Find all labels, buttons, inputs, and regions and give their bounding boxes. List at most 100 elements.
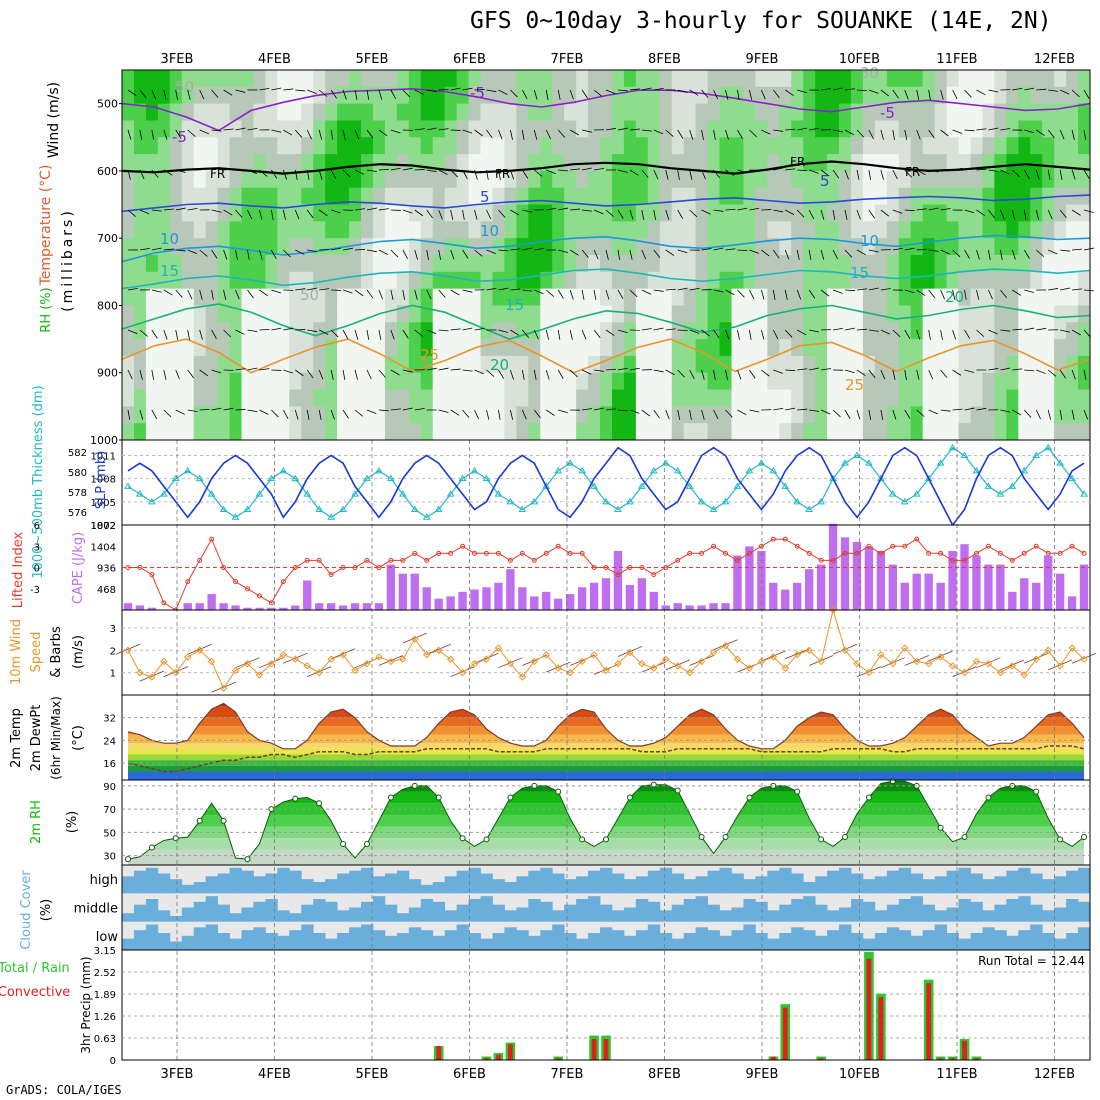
- cloud-bar-middle: [265, 899, 278, 922]
- rh-cell: [707, 305, 721, 323]
- rh-cell: [456, 221, 470, 239]
- y-tick-precip: 0: [110, 1056, 116, 1067]
- wind-barb: [223, 168, 234, 171]
- rh-cell: [396, 204, 410, 222]
- wind-barb: [450, 87, 461, 91]
- rh-cell: [922, 221, 936, 239]
- rh-cell: [444, 120, 458, 138]
- rh-cell: [731, 170, 744, 189]
- rh-cell: [659, 288, 673, 306]
- temp-contour-15: [121, 268, 1091, 290]
- wind-barb: [223, 209, 233, 216]
- rh-cell: [289, 238, 302, 256]
- rh-cell: [122, 170, 135, 189]
- wind-barb-10m: [904, 655, 929, 666]
- rh-cell: [934, 221, 948, 239]
- rh-cell: [384, 423, 398, 441]
- rh-cell: [671, 137, 685, 155]
- rh-cell: [791, 322, 804, 340]
- rh-cell: [229, 372, 243, 391]
- rh-cell: [695, 389, 709, 407]
- cloud-bar-high: [588, 870, 601, 894]
- rh-cell: [791, 204, 804, 222]
- contour-label: 50: [300, 286, 319, 304]
- wind-barb: [294, 209, 300, 220]
- rh-cell: [157, 288, 171, 306]
- wind-barb: [784, 329, 793, 338]
- wind-barb: [402, 209, 413, 214]
- wind-barb: [593, 209, 604, 215]
- wind-speed-point: [638, 659, 646, 668]
- rh-cell: [145, 154, 159, 172]
- wind-barb: [521, 409, 527, 420]
- rh-cell: [1030, 339, 1043, 357]
- precip-convective-bar: [484, 1058, 489, 1060]
- wind-barb: [247, 329, 258, 333]
- rh-cell: [767, 221, 780, 239]
- rh-cell: [958, 355, 971, 374]
- rh-cell: [731, 120, 744, 138]
- rh-cell: [874, 305, 888, 323]
- rh-cell: [731, 187, 744, 206]
- precip-convective-bar: [770, 1056, 776, 1060]
- wind-barb: [1059, 129, 1065, 140]
- rh-cell: [946, 305, 960, 323]
- rh-cell: [444, 170, 458, 189]
- wind-barb: [868, 409, 872, 420]
- rh-cell: [169, 221, 183, 239]
- thickness-point: [876, 474, 885, 482]
- rh-cell: [719, 255, 732, 273]
- cape-bar: [243, 607, 252, 610]
- rh-cell: [1078, 170, 1091, 189]
- cape-bar: [338, 605, 348, 610]
- rh-cell: [671, 255, 685, 273]
- wind-barb: [426, 329, 437, 334]
- rh-cell: [886, 238, 900, 256]
- rh-cell: [349, 221, 362, 239]
- thickness-point: [375, 466, 383, 474]
- rh-cell: [313, 187, 326, 206]
- rh-cell: [1078, 238, 1091, 256]
- rh-cell: [384, 389, 398, 407]
- rh-cell: [265, 120, 278, 138]
- wind-barb: [569, 329, 573, 340]
- cloud-bar-low: [325, 938, 338, 950]
- cape-bar: [984, 564, 993, 610]
- rh-point: [865, 794, 872, 801]
- rh-cell: [611, 355, 625, 374]
- thickness-point: [339, 505, 347, 513]
- rh-point: [746, 794, 753, 801]
- rh-cell: [1078, 339, 1091, 357]
- cloud-bar-low: [815, 935, 828, 950]
- rh-cell: [169, 372, 183, 391]
- thickness-point: [231, 513, 240, 520]
- wind-barb: [235, 329, 245, 335]
- lifted-point: [340, 565, 346, 570]
- rh-cell: [946, 288, 960, 306]
- rh-cell: [516, 271, 529, 290]
- rh-cell: [301, 238, 314, 256]
- rh-cell: [552, 137, 565, 155]
- cloud-bar-low: [169, 941, 183, 950]
- rh-cell: [588, 103, 601, 121]
- precip-convective-bar: [878, 997, 884, 1060]
- rh-cell: [683, 255, 697, 273]
- rh-cell: [994, 372, 1007, 391]
- rh-cell: [540, 406, 553, 424]
- wind-barb: [605, 368, 617, 371]
- date-label-top: 12FEB: [1034, 52, 1075, 67]
- rh-cell: [444, 137, 458, 155]
- rh-cell: [265, 305, 278, 323]
- rh-cell: [719, 423, 732, 441]
- rh-cell: [217, 305, 231, 323]
- rh-cell: [361, 305, 374, 323]
- cloud-bar-low: [922, 930, 936, 950]
- rh-cell: [301, 103, 314, 121]
- rh-cell: [659, 423, 673, 441]
- rh-cell: [133, 372, 147, 391]
- rh-cell: [898, 154, 912, 172]
- precip-convective-bar: [782, 1007, 788, 1060]
- rh-cell: [1078, 137, 1091, 155]
- wind-barb: [1047, 369, 1057, 377]
- cape-bar: [781, 589, 790, 610]
